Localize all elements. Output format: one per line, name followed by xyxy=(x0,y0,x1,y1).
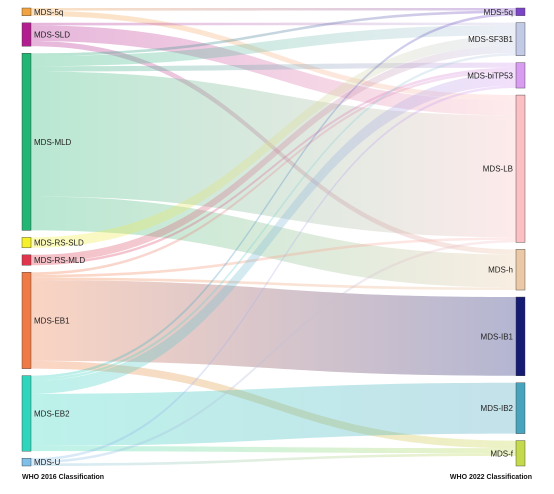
node-RSF3B1 xyxy=(515,22,526,56)
node-Rf xyxy=(515,440,526,467)
node-label-RbiTP53: MDS-biTP53 xyxy=(467,71,513,80)
node-R5q xyxy=(515,7,526,16)
link-LEB2-R5q xyxy=(31,13,516,379)
node-L5q xyxy=(21,7,32,17)
link-LEB1-RLB xyxy=(31,237,516,278)
link-LEB1-Rh xyxy=(31,277,516,291)
node-Rh xyxy=(515,249,526,291)
node-label-LSLD: MDS-SLD xyxy=(34,31,70,40)
link-LEB2-RSF3B1 xyxy=(31,53,516,381)
link-LEB2-Rf xyxy=(31,445,516,454)
link-LU-RbiTP53 xyxy=(31,85,516,461)
node-LEB1 xyxy=(21,272,32,369)
node-RIB2 xyxy=(515,382,526,434)
link-LEB1-RIB1 xyxy=(31,280,516,376)
link-L5q-RLB xyxy=(31,10,516,101)
link-LEB2-RIB2 xyxy=(31,382,516,446)
left-axis-title: WHO 2016 Classification xyxy=(22,474,104,481)
link-LMLD-RSF3B1 xyxy=(31,25,516,67)
node-label-RIB2: MDS-IB2 xyxy=(481,404,514,413)
node-RbiTP53 xyxy=(515,62,526,89)
node-label-LEB2: MDS-EB2 xyxy=(34,409,70,418)
link-L5q-R5q xyxy=(31,8,516,11)
link-LMLD-R5q xyxy=(31,10,516,56)
link-LRSMLD-RbiTP53 xyxy=(31,67,516,266)
link-LEB1-RbiTP53 xyxy=(31,70,516,275)
node-RIB1 xyxy=(515,296,526,376)
node-LMLD xyxy=(21,53,32,231)
node-label-Rf: MDS-f xyxy=(490,449,513,458)
link-LEB2-RbiTP53 xyxy=(31,72,516,394)
node-label-RSF3B1: MDS-SF3B1 xyxy=(468,35,513,44)
node-label-LU: MDS-U xyxy=(34,458,60,467)
node-label-LRSMLD: MDS-RS-MLD xyxy=(34,256,85,265)
node-LU xyxy=(21,457,32,467)
node-LRSMLD xyxy=(21,254,32,266)
node-LSLD xyxy=(21,22,32,47)
node-label-RIB1: MDS-IB1 xyxy=(481,332,514,341)
right-axis-title: WHO 2022 Classification xyxy=(450,474,532,481)
node-label-L5q: MDS-5q xyxy=(34,8,63,17)
node-label-LEB1: MDS-EB1 xyxy=(34,316,70,325)
node-label-Rh: MDS-h xyxy=(488,266,513,275)
nodes-layer xyxy=(21,7,526,467)
link-LSLD-RSF3B1 xyxy=(31,22,516,26)
node-label-RLB: MDS-LB xyxy=(483,165,513,174)
node-label-LRSSLD: MDS-RS-SLD xyxy=(34,239,84,248)
link-LRSMLD-RSF3B1 xyxy=(31,45,516,263)
node-label-LMLD: MDS-MLD xyxy=(34,138,72,147)
links-layer xyxy=(31,8,516,466)
node-RLB xyxy=(515,94,526,243)
node-LEB2 xyxy=(21,375,32,452)
node-LRSSLD xyxy=(21,237,32,249)
labels-layer: MDS-5q MDS-SLD MDS-MLD MDS-RS-SLD MDS-RS-MLD… xyxy=(34,8,514,467)
link-LU-Rf xyxy=(31,453,516,466)
link-LU-RLB xyxy=(31,239,516,464)
node-label-R5q: MDS-5q xyxy=(484,8,513,17)
link-LRSSLD-RSF3B1 xyxy=(31,35,516,248)
